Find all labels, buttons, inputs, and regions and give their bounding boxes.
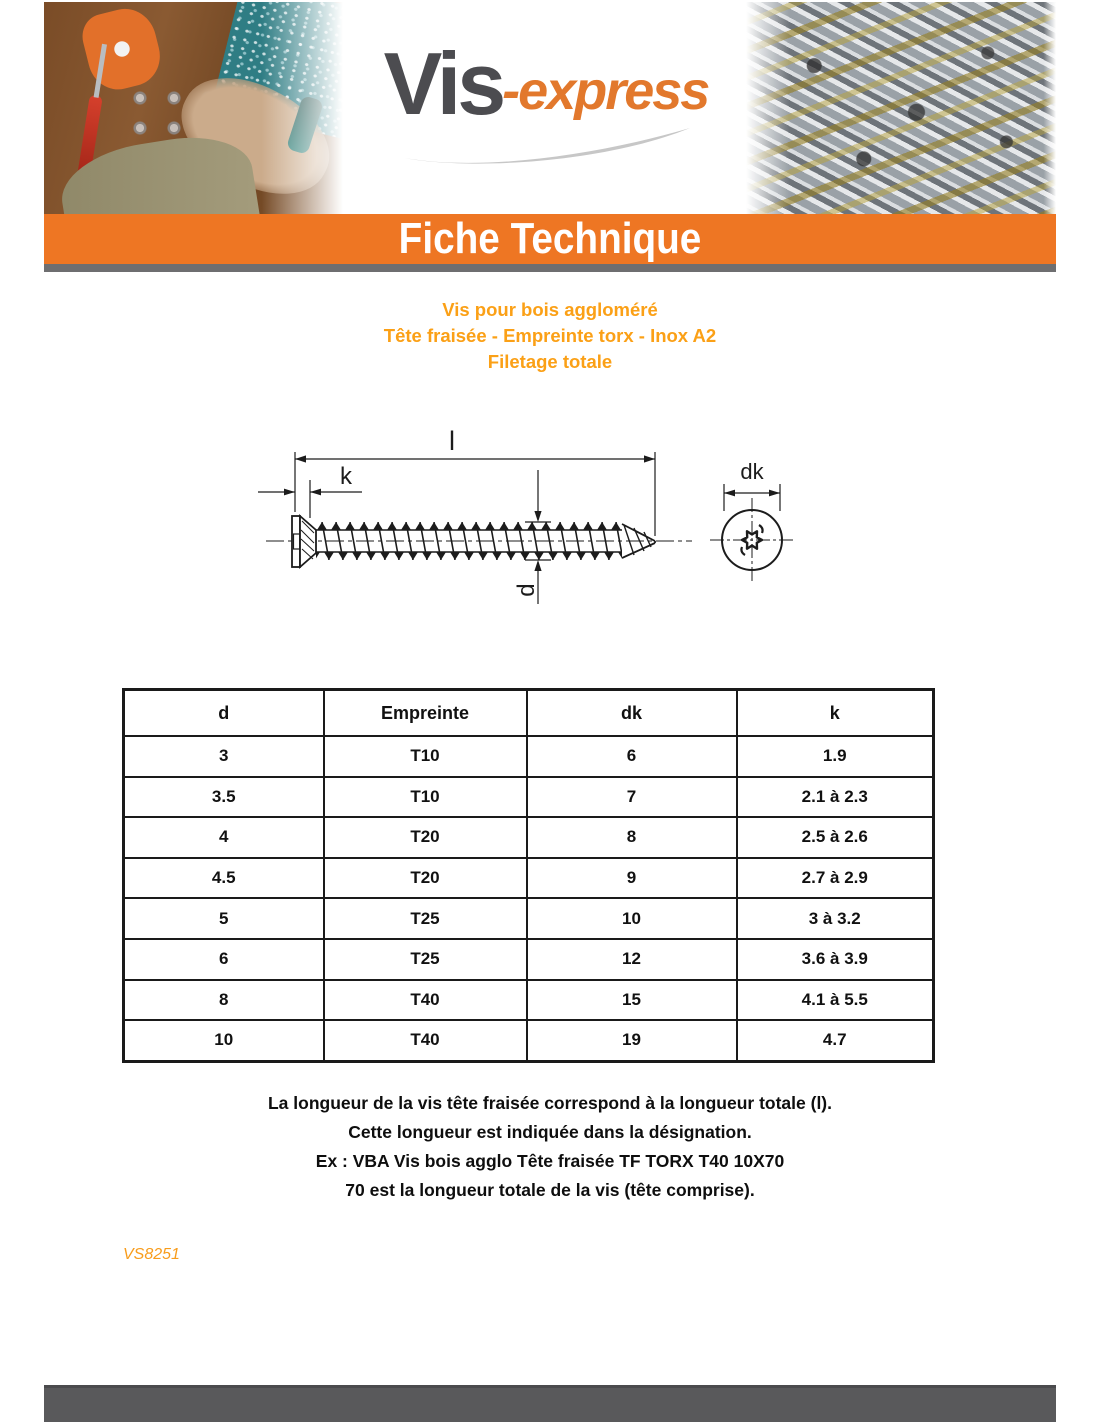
logo-text-vis: Vis [383,34,506,133]
cell-k: 1.9 [735,735,935,778]
col-header-d: d [122,688,325,737]
cell-dk: 12 [525,937,738,981]
table-row: 5 T25 10 3 à 3.2 [122,897,935,940]
table-row: 4 T20 8 2.5 à 2.6 [122,816,935,859]
col-header-empreinte: Empreinte [322,688,528,737]
screw-side-view [266,514,692,569]
length-label: l [449,426,455,456]
product-title-line3: Filetage totale [487,351,613,372]
workbench-photo [44,2,346,214]
banner-shadow-strip [44,264,1056,272]
cell-k: 2.1 à 2.3 [735,775,935,819]
note-line1: La longueur de la vis tête fraisée corre… [267,1093,833,1113]
col-header-k: k [735,688,935,737]
cell-d: 3.5 [122,775,325,819]
cell-d: 8 [122,978,325,1022]
cell-d: 10 [122,1019,325,1063]
cell-dk: 10 [525,897,738,940]
cell-empreinte: T40 [322,1019,528,1063]
reference-code: VS8251 [123,1246,180,1263]
col-header-dk: dk [525,688,738,737]
cell-dk: 9 [525,856,738,900]
table-row: 3 T10 6 1.9 [122,735,935,778]
note-line2: Cette longueur est indiquée dans la dési… [348,1122,752,1142]
cell-empreinte: T10 [322,735,528,778]
cell-dk: 6 [525,735,738,778]
logo-wordmark: Vis-express [346,40,746,128]
banner: Fiche Technique [44,214,1056,264]
cell-d: 5 [122,897,325,940]
logo-text-express: -express [502,61,710,121]
cell-d: 4 [122,816,325,859]
note-line3: Ex : VBA Vis bois agglo Tête fraisée TF … [315,1151,785,1171]
cell-k: 4.1 à 5.5 [735,978,935,1022]
cell-dk: 7 [525,775,738,819]
product-title-line1: Vis pour bois aggloméré [442,299,658,320]
head-diameter-label: dk [740,459,764,484]
note-line4: 70 est la longueur totale de la vis (têt… [345,1180,755,1200]
cell-k: 2.5 à 2.6 [735,816,935,859]
cell-d: 4.5 [122,856,325,900]
diameter-label: d [513,583,540,596]
head-height-label: k [340,463,353,490]
cell-k: 4.7 [735,1019,935,1063]
cell-d: 6 [122,937,325,981]
logo: Vis-express [346,2,746,214]
cell-dk: 8 [525,816,738,859]
table-row: 6 T25 12 3.6 à 3.9 [122,937,935,981]
table-header-row: d Empreinte dk k [122,688,935,737]
table-row: 10 T40 19 4.7 [122,1019,935,1063]
dimension-labels: l k d dk [340,426,765,597]
cell-empreinte: T40 [322,978,528,1022]
cell-k: 2.7 à 2.9 [735,856,935,900]
head-stamp-marks [740,524,764,556]
cell-k: 3 à 3.2 [735,897,935,940]
dimension-lines [258,452,656,604]
cell-k: 3.6 à 3.9 [735,937,935,981]
cell-d: 3 [122,735,325,778]
cell-dk: 15 [525,978,738,1022]
length-notes: La longueur de la vis tête fraisée corre… [0,1089,1100,1205]
screw-head-top-view [710,484,794,582]
table-row: 4.5 T20 9 2.7 à 2.9 [122,856,935,900]
cell-dk: 19 [525,1019,738,1063]
photo-fade [746,2,1056,214]
table-row: 8 T40 15 4.1 à 5.5 [122,978,935,1022]
torx-socket [740,530,764,550]
footer-bar [44,1385,1056,1422]
table-row: 3.5 T10 7 2.1 à 2.3 [122,775,935,819]
product-title-line2: Tête fraisée - Empreinte torx - Inox A2 [383,325,717,346]
cell-empreinte: T25 [322,897,528,940]
logo-swoosh [346,122,746,173]
photo-fade [44,2,346,214]
cell-empreinte: T25 [322,937,528,981]
cell-empreinte: T20 [322,856,528,900]
screws-pile-photo [746,2,1056,214]
dimensions-table: d Empreinte dk k 3 T10 6 1.9 3.5 T10 7 2… [122,688,935,1063]
banner-title: Fiche Technique [398,214,702,263]
technical-drawing: l k d dk [44,408,1056,658]
cell-empreinte: T20 [322,816,528,859]
cell-empreinte: T10 [322,775,528,819]
product-title: Vis pour bois aggloméré Tête fraisée - E… [0,297,1100,375]
